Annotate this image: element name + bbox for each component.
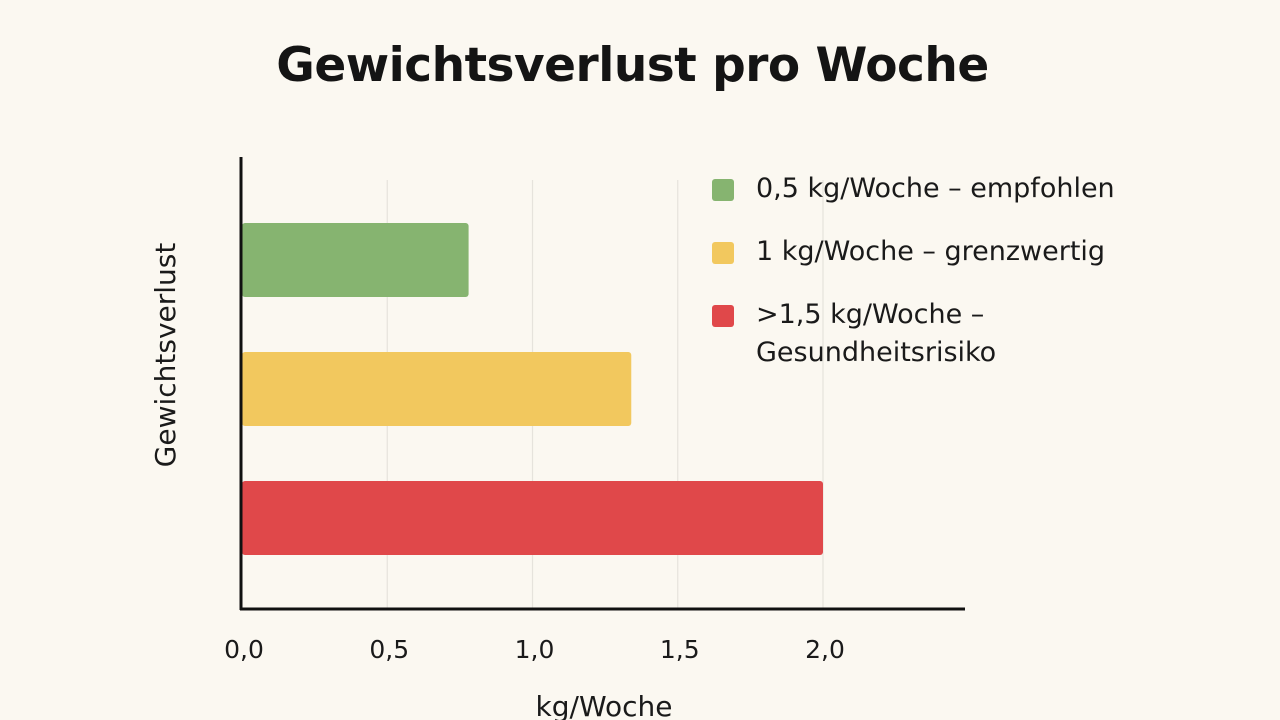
legend-label: 1 kg/Woche – grenzwertig: [756, 236, 1106, 267]
x-tick-label: 0,5: [369, 635, 409, 664]
bars: [242, 223, 823, 555]
legend-item-gesundheitsrisiko: >1,5 kg/Woche – Gesundheitsrisiko: [712, 296, 1056, 372]
legend-item-grenzwertig: 1 kg/Woche – grenzwertig: [712, 233, 1232, 271]
chart-title: Gewichtsverlust pro Woche: [276, 38, 989, 93]
x-tick-label: 2,0: [805, 635, 845, 664]
x-tick-label: 1,0: [515, 635, 555, 664]
bar-2: [242, 481, 823, 555]
legend-swatch: [712, 305, 734, 327]
legend-label: 0,5 kg/Woche – empfohlen: [756, 173, 1115, 204]
x-tick-labels: 0,0 0,5 1,0 1,5 2,0: [224, 635, 845, 664]
bar-0: [242, 223, 469, 297]
y-axis-label: Gewichtsverlust: [149, 243, 182, 468]
legend-swatch: [712, 179, 734, 201]
legend: 0,5 kg/Woche – empfohlen 1 kg/Woche – gr…: [712, 170, 1232, 397]
legend-label: >1,5 kg/Woche – Gesundheitsrisiko: [756, 299, 997, 368]
x-axis-label: kg/Woche: [536, 690, 673, 720]
x-tick-label: 0,0: [224, 635, 264, 664]
bar-1: [242, 352, 632, 426]
legend-item-empfohlen: 0,5 kg/Woche – empfohlen: [712, 170, 1232, 208]
x-tick-label: 1,5: [660, 635, 700, 664]
axes: [239, 157, 965, 611]
legend-swatch: [712, 242, 734, 264]
